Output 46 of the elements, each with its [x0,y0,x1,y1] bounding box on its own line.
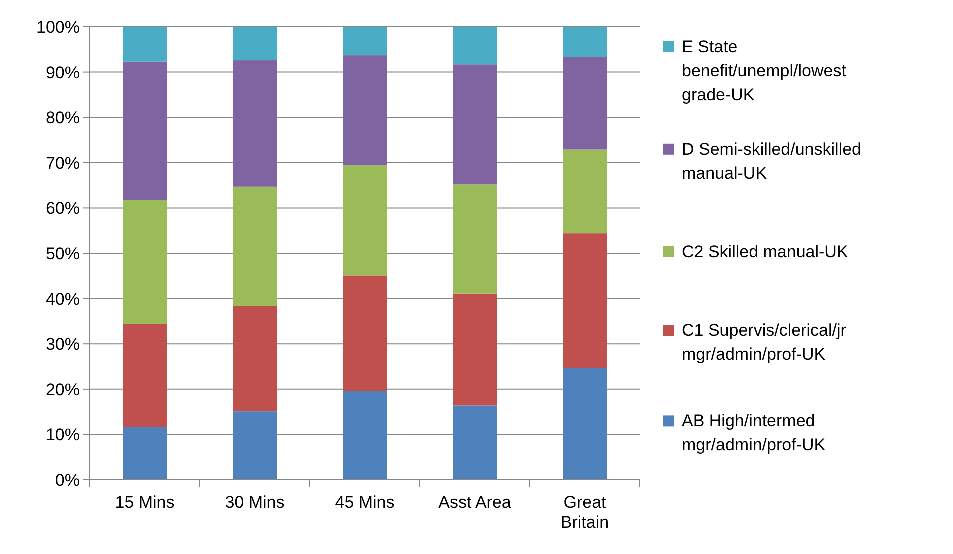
y-tick-label: 30% [46,335,80,354]
x-tick-label: 45 Mins [335,493,395,512]
y-tick-label: 50% [46,244,80,264]
y-tick-label: 0% [55,470,80,490]
bar [563,368,607,480]
bar [123,324,167,428]
bar [563,150,607,234]
bar [453,27,497,65]
legend-label: D Semi-skilled/unskilled manual-UK [682,140,862,183]
y-tick-label: 20% [46,380,80,400]
bar [343,391,387,480]
bar [563,27,607,58]
y-tick-label: 60% [46,199,80,218]
bar [343,276,387,392]
y-tick-label: 100% [36,18,80,37]
legend-label: C1 Supervis/clerical/jr mgr/admin/prof-UK [682,321,847,364]
y-tick-label: 90% [46,63,80,82]
legend-label: C2 Skilled manual-UK [682,242,849,262]
bar [233,186,277,306]
bar [453,64,497,185]
y-tick-label: 10% [46,426,80,445]
y-tick-label: 80% [46,108,80,128]
bar [453,406,497,480]
bar [233,306,277,412]
bar [233,60,277,187]
bar [343,27,387,56]
bar [123,27,167,62]
bar [123,62,167,200]
y-tick-label: 70% [46,154,80,173]
x-tick-label: Asst Area [438,493,512,512]
bar [453,184,497,294]
bar [343,166,387,276]
bar [563,57,607,150]
x-tick-label: Great Britain [560,493,610,532]
legend-label: AB High/intermed mgr/admin/prof-UK [682,412,826,455]
bar [123,200,167,324]
bar [233,412,277,480]
y-tick-label: 40% [46,290,80,309]
bar [233,27,277,61]
legend-label: E State benefit/unempl/lowest grade-UK [682,37,847,104]
bar [453,294,497,406]
x-tick-label: 30 Mins [225,493,285,512]
bar [563,234,607,368]
bar [343,56,387,166]
bar [123,427,167,480]
x-tick-label: 15 Mins [115,493,175,512]
